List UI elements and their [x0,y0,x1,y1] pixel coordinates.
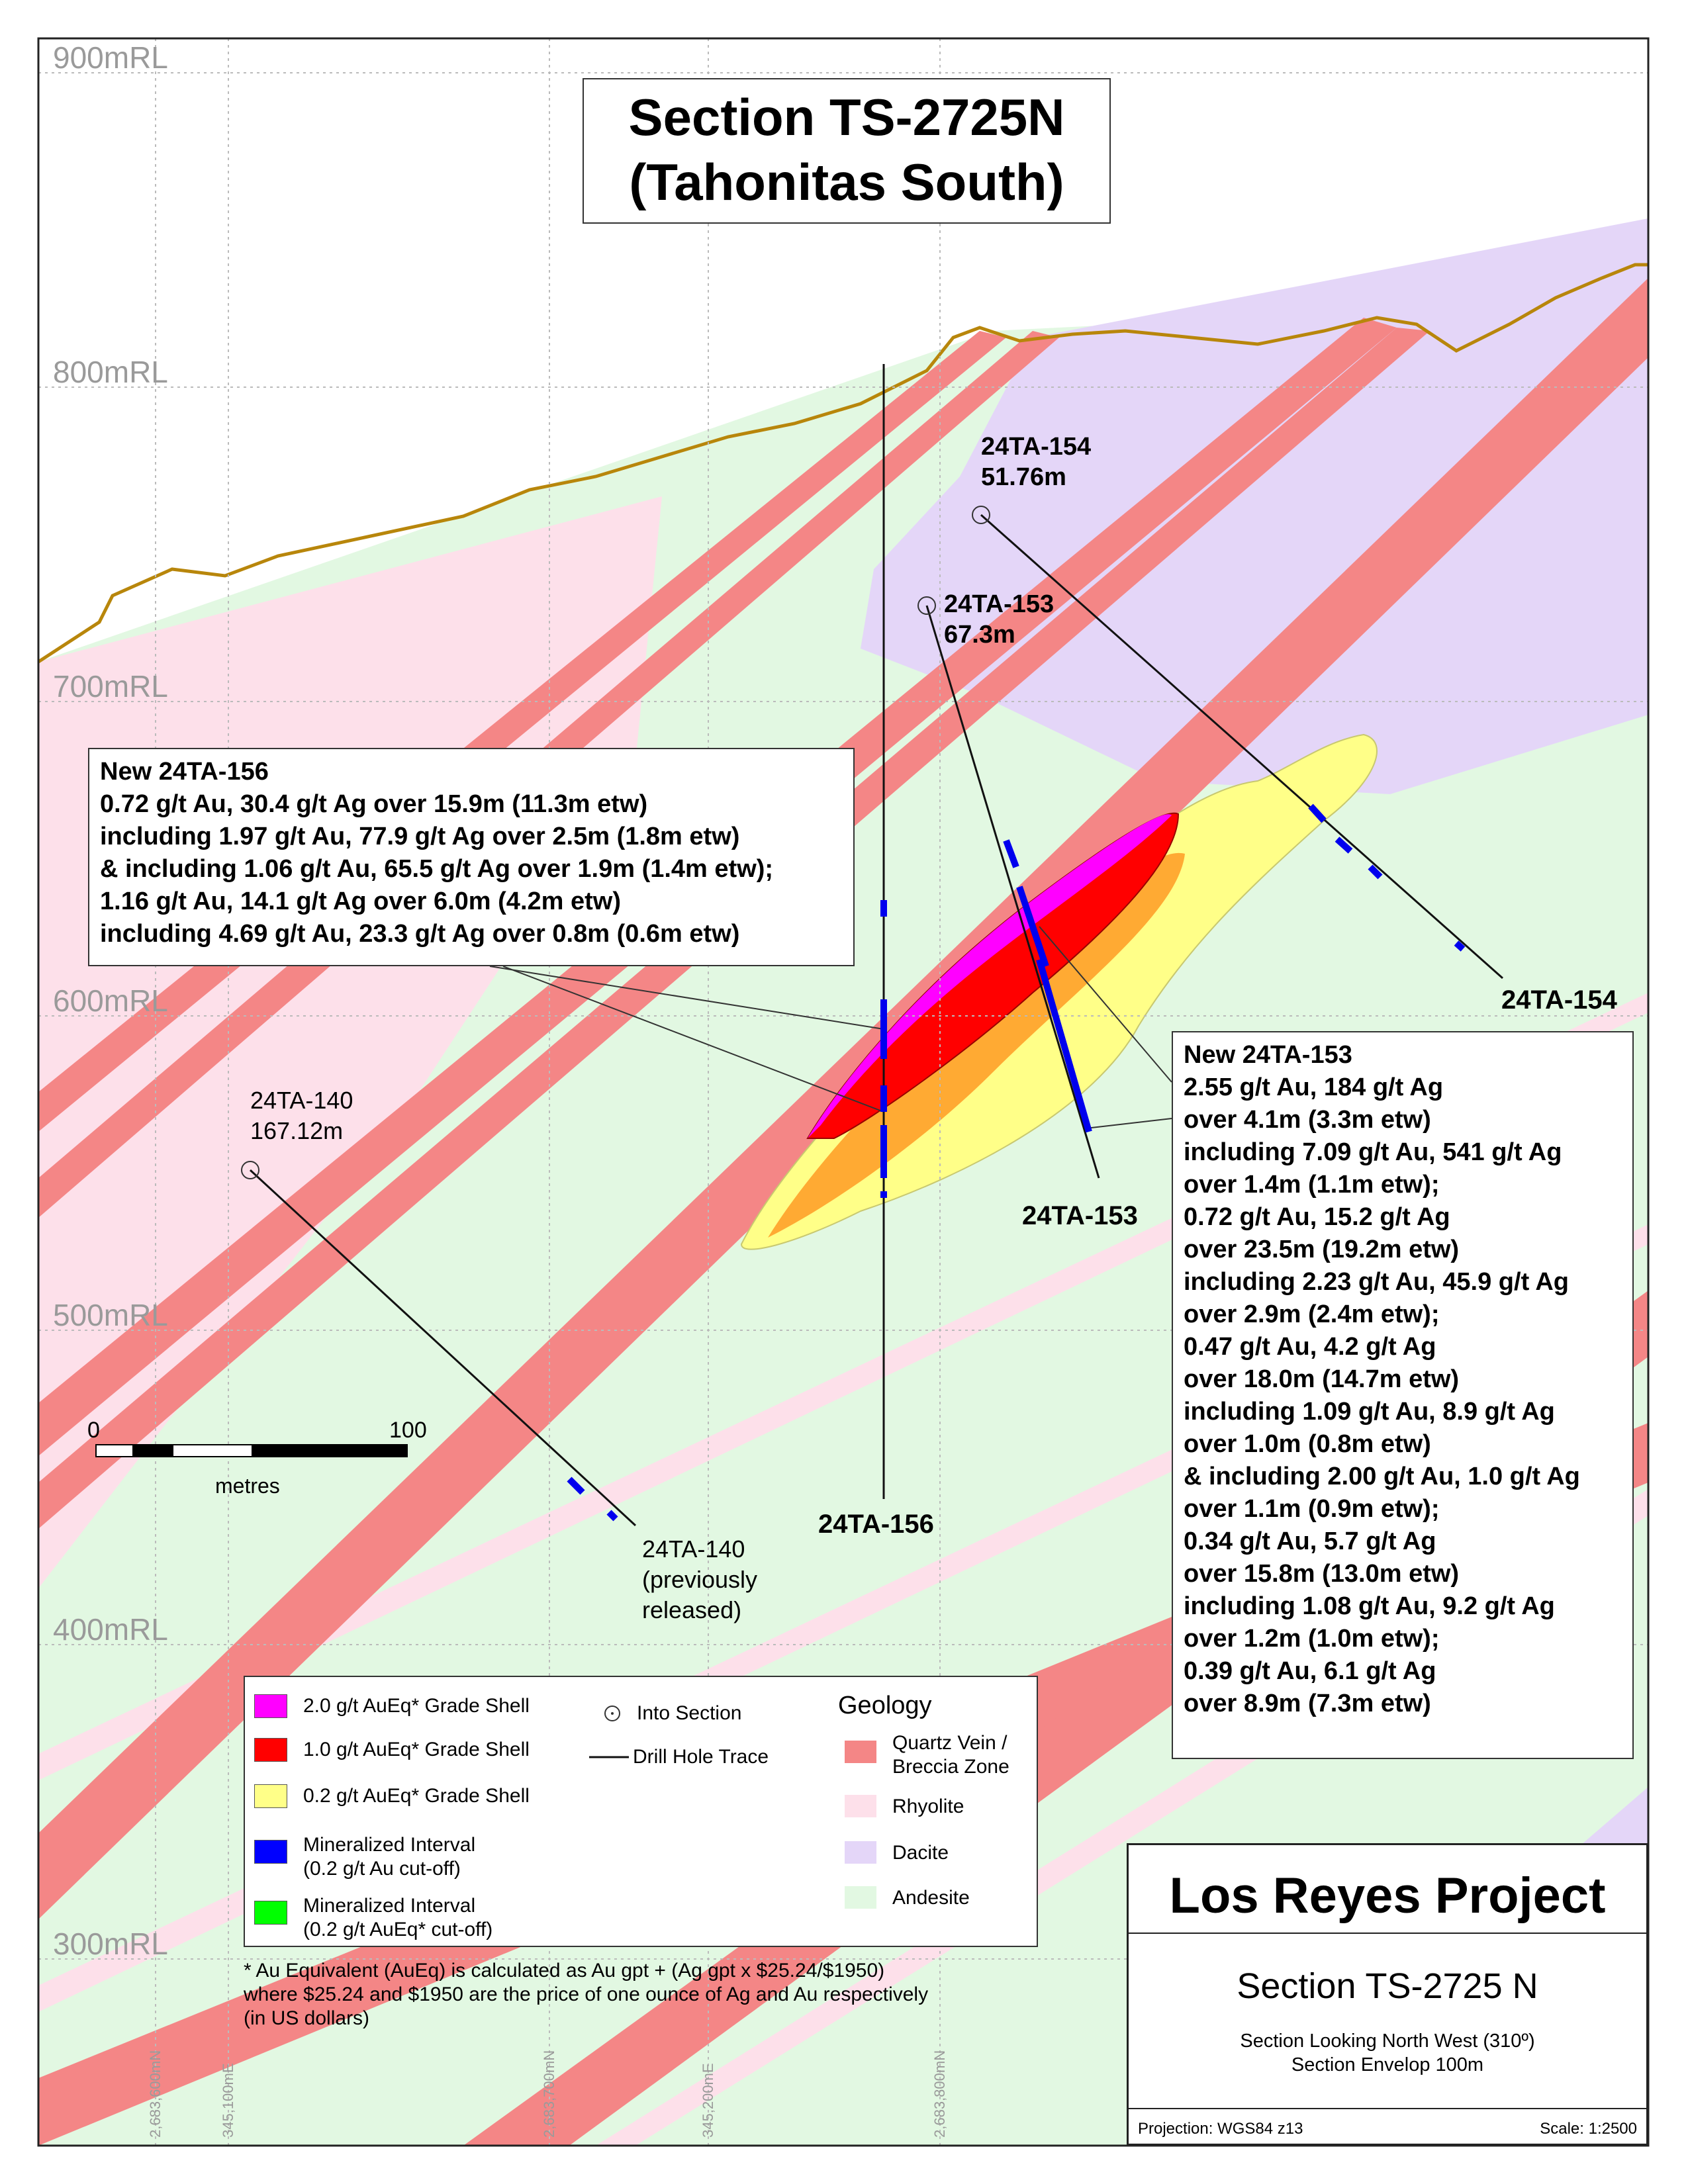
annotation-line: 0.72 g/t Au, 15.2 g/t Ag [1184,1203,1450,1231]
grid-label-easting: 345,100mE [220,2063,236,2138]
scale-label: Scale: 1:2500 [1540,2120,1637,2138]
hole-end-label-24TA-156: 24TA-156 [818,1510,934,1539]
annotation-line: New 24TA-153 [1184,1041,1352,1069]
annotation-line: over 18.0m (14.7m etw) [1184,1365,1460,1393]
elevation-label-600: 600mRL [53,983,168,1018]
scale-bar-end: 100 [389,1418,427,1443]
annotation-line: over 1.1m (0.9m etw); [1184,1495,1440,1523]
elevation-label-400: 400mRL [53,1612,168,1647]
geology-swatch [845,1741,876,1763]
hole-end-label-24TA-154: 24TA-154 [1501,985,1617,1015]
into-section-icon [604,1706,620,1721]
project-description: Section Looking North West (310º) Sectio… [1240,2030,1535,2075]
trace-24TA-140 [249,1169,637,1527]
annotation-line: over 4.1m (3.3m etw) [1184,1106,1431,1134]
annotation-line: including 2.23 g/t Au, 45.9 g/t Ag [1184,1268,1570,1296]
elevation-label-500: 500mRL [53,1298,168,1332]
drill-trace-icon [589,1756,629,1758]
geology-item-andesite: Andesite [845,1886,970,1910]
hole-label-24TA-140: 24TA-140 167.12m [250,1087,353,1144]
project-section: Section TS-2725 N [1237,1966,1538,2006]
legend-swatch [254,1738,287,1762]
geology-item-dacite: Dacite [845,1841,949,1865]
legend-swatch [254,1840,287,1864]
legend-item-0.2-shell: 0.2 g/t AuEq* Grade Shell [254,1784,530,1808]
legend-swatch [254,1694,287,1718]
mineralized-intervals [567,803,1466,1522]
annotation-line: over 1.2m (1.0m etw); [1184,1625,1440,1653]
grade-shell-2.0 [808,814,1172,1138]
legend-swatch [254,1901,287,1925]
hole-label-24TA-154: 24TA-154 51.76m [981,433,1092,491]
legend-item-2.0-shell: 2.0 g/t AuEq* Grade Shell [254,1694,530,1718]
grid-label-easting: 345,200mE [700,2063,716,2138]
geology-swatch [845,1886,876,1909]
elevation-label-700: 700mRL [53,669,168,704]
aueq-footnote: * Au Equivalent (AuEq) is calculated as … [244,1960,929,2029]
scale-bar-start: 0 [87,1418,100,1443]
annotation-line: including 1.08 g/t Au, 9.2 g/t Ag [1184,1592,1555,1620]
collar-symbols [241,506,990,1179]
section-title: Section TS-2725N [628,88,1065,146]
annotation-line: 0.39 g/t Au, 6.1 g/t Ag [1184,1657,1436,1685]
hole-label-24TA-153: 24TA-153 67.3m [944,590,1055,649]
geology-item-rhyolite: Rhyolite [845,1795,964,1819]
annotation-line: over 23.5m (19.2m etw) [1184,1236,1460,1263]
grid-label-northing: 2,683,600mN [147,2050,164,2138]
legend-box: 2.0 g/t AuEq* Grade Shell 1.0 g/t AuEq* … [244,1676,1038,1947]
annotation-line: over 1.4m (1.1m etw); [1184,1171,1440,1199]
legend-item-aueq-interval: Mineralized Interval (0.2 g/t AuEq* cut-o… [254,1894,492,1942]
geology-title: Geology [838,1692,932,1719]
geology-swatch [845,1795,876,1817]
section-title-box: Section TS-2725N (Tahonitas South) [583,78,1111,224]
scale-bar-graphic [95,1444,408,1457]
annotation-line: New 24TA-156 [100,758,269,786]
legend-swatch [254,1784,287,1808]
air-above-topo [38,38,1648,662]
legend-drill-trace: Drill Hole Trace [589,1746,769,1768]
annotation-line: & including 1.06 g/t Au, 65.5 g/t Ag ove… [100,855,774,883]
annotation-line: over 8.9m (7.3m etw) [1184,1690,1431,1717]
section-subtitle: (Tahonitas South) [629,153,1064,211]
legend-into-section: Into Section [602,1702,741,1725]
drill-hole-traces [249,364,1503,1527]
project-footer: Projection: WGS84 z13 Scale: 1:2500 [1129,2108,1646,2146]
leader-lines [489,926,1172,1129]
legend-item-au-interval: Mineralized Interval (0.2 g/t Au cut-off) [254,1833,475,1881]
projection-label: Projection: WGS84 z13 [1138,2120,1303,2138]
annotation-line: 1.16 g/t Au, 14.1 g/t Ag over 6.0m (4.2m… [100,887,621,915]
scale-bar-unit: metres [215,1474,280,1498]
grid-label-northing: 2,683,700mN [541,2050,557,2138]
hole-end-label-24TA-153: 24TA-153 [1022,1201,1138,1230]
annotation-line: 0.34 g/t Au, 5.7 g/t Ag [1184,1527,1436,1555]
elevation-label-900: 900mRL [53,40,168,75]
annotation-line: including 1.09 g/t Au, 8.9 g/t Ag [1184,1398,1555,1426]
annotation-line: over 2.9m (2.4m etw); [1184,1300,1440,1328]
annotation-line: including 4.69 g/t Au, 23.3 g/t Ag over … [100,920,740,948]
annotation-line: & including 2.00 g/t Au, 1.0 g/t Ag [1184,1463,1580,1490]
elevation-label-300: 300mRL [53,1927,168,1961]
trace-24TA-153 [925,605,1100,1179]
project-title-block: Los Reyes Project Section TS-2725 N Sect… [1127,1843,1648,2146]
annotation-line: over 1.0m (0.8m etw) [1184,1430,1431,1458]
grid-label-northing: 2,683,800mN [931,2050,948,2138]
annotation-line: 0.72 g/t Au, 30.4 g/t Ag over 15.9m (11.… [100,790,648,818]
elevation-label-800: 800mRL [53,355,168,389]
geology-item-quartz-vein: Quartz Vein / Breccia Zone [845,1731,1009,1779]
topography-line [38,263,1648,664]
annotation-line: over 15.8m (13.0m etw) [1184,1560,1460,1588]
annotation-line: including 1.97 g/t Au, 77.9 g/t Ag over … [100,823,740,850]
annotation-line: 2.55 g/t Au, 184 g/t Ag [1184,1073,1444,1101]
geology-swatch [845,1841,876,1864]
trace-24TA-154 [980,514,1503,979]
annotation-line: including 7.09 g/t Au, 541 g/t Ag [1184,1138,1562,1166]
legend-item-1.0-shell: 1.0 g/t AuEq* Grade Shell [254,1738,530,1762]
map-frame [37,37,1650,2147]
project-name: Los Reyes Project [1129,1860,1646,1934]
hole-end-label-24TA-140: 24TA-140 (previously released) [642,1535,758,1623]
annotation-24TA-156: New 24TA-156 0.72 g/t Au, 30.4 g/t Ag ove… [88,748,855,966]
annotation-line: 0.47 g/t Au, 4.2 g/t Ag [1184,1333,1436,1361]
annotation-24TA-153: New 24TA-153 2.55 g/t Au, 184 g/t Ag over … [1172,1031,1634,1759]
